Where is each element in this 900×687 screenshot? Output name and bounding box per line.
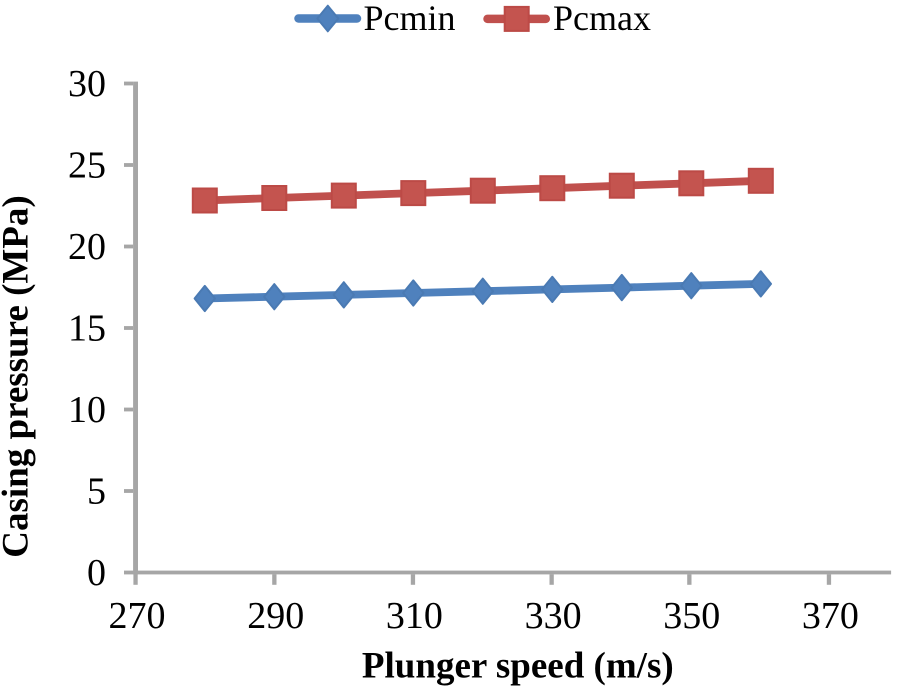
svg-text:15: 15 [68, 308, 106, 350]
svg-text:310: 310 [386, 595, 443, 637]
svg-text:350: 350 [663, 595, 720, 637]
svg-text:290: 290 [247, 595, 304, 637]
svg-text:370: 370 [802, 595, 859, 637]
svg-text:0: 0 [87, 552, 106, 594]
svg-text:Plunger speed (m/s): Plunger speed (m/s) [362, 645, 674, 686]
svg-text:Pcmax: Pcmax [553, 0, 651, 38]
svg-text:30: 30 [68, 63, 106, 105]
svg-text:10: 10 [68, 389, 106, 431]
svg-text:270: 270 [109, 595, 166, 637]
svg-text:330: 330 [525, 595, 582, 637]
svg-text:25: 25 [68, 145, 106, 187]
svg-text:5: 5 [87, 471, 106, 513]
svg-text:20: 20 [68, 226, 106, 268]
svg-text:Pcmin: Pcmin [364, 0, 456, 38]
svg-text:Casing pressure (MPa): Casing pressure (MPa) [0, 195, 37, 557]
